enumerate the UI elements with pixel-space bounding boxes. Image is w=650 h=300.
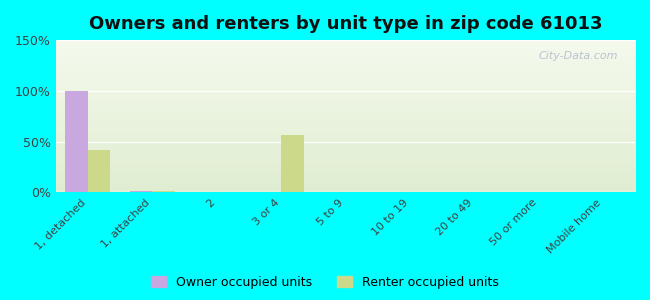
Bar — [130, 191, 152, 192]
Bar — [88, 150, 110, 192]
Title: Owners and renters by unit type in zip code 61013: Owners and renters by unit type in zip c… — [88, 15, 602, 33]
Bar — [152, 191, 175, 192]
Text: City-Data.com: City-Data.com — [538, 51, 617, 61]
Bar — [281, 134, 304, 192]
Legend: Owner occupied units, Renter occupied units: Owner occupied units, Renter occupied un… — [146, 271, 504, 294]
Bar — [66, 91, 88, 192]
